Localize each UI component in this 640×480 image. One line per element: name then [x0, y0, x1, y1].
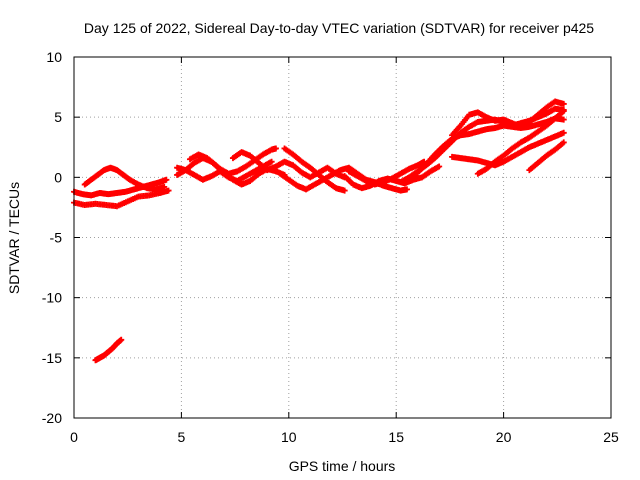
series-track-9 [281, 145, 348, 194]
data-point-marker [118, 336, 125, 343]
x-tick-label: 5 [178, 429, 186, 445]
y-tick-label: 5 [54, 109, 62, 125]
series-track-3 [81, 164, 168, 193]
y-tick-label: -5 [50, 230, 63, 246]
series-track-8 [229, 149, 348, 181]
series-track-10 [277, 164, 410, 194]
data-point-marker [560, 108, 567, 115]
y-axis-ticks: -20 -15 -10 -5 0 5 10 [42, 49, 611, 426]
grid-lines [74, 57, 611, 418]
y-tick-label: 10 [46, 49, 62, 65]
data-point-marker [436, 163, 443, 170]
y-tick-label: -20 [42, 410, 62, 426]
chart-title: Day 125 of 2022, Sidereal Day-to-day VTE… [84, 20, 594, 36]
data-point-marker [165, 187, 172, 194]
y-axis-title: SDTVAR / TECUs [6, 182, 22, 294]
data-point-marker [560, 139, 567, 146]
y-tick-label: -10 [42, 290, 62, 306]
series-track-17 [474, 108, 567, 177]
data-point-marker [403, 186, 410, 193]
data-point-marker [560, 129, 567, 136]
y-tick-label: -15 [42, 350, 62, 366]
x-tick-label: 0 [70, 429, 78, 445]
data-point-marker [163, 176, 170, 183]
data-point-marker [268, 158, 275, 165]
data-point-marker [272, 145, 279, 152]
x-axis-title: GPS time / hours [289, 458, 396, 474]
series-track-1 [71, 187, 172, 210]
x-tick-label: 10 [281, 429, 297, 445]
y-tick-label: 0 [54, 169, 62, 185]
x-tick-label: 20 [496, 429, 512, 445]
series-track-12 [345, 158, 428, 188]
data-point-marker [341, 187, 348, 194]
series-track-18 [526, 139, 567, 174]
x-tick-label: 25 [603, 429, 619, 445]
data-points [71, 98, 567, 364]
data-point-marker [560, 116, 567, 123]
series-track-4 [92, 336, 125, 364]
series-track-15 [449, 98, 567, 139]
x-tick-label: 15 [388, 429, 404, 445]
data-point-marker [161, 183, 168, 190]
data-point-marker [560, 100, 567, 107]
series-track-2 [71, 176, 170, 199]
x-axis-ticks: 0 5 10 15 20 25 [70, 57, 619, 445]
